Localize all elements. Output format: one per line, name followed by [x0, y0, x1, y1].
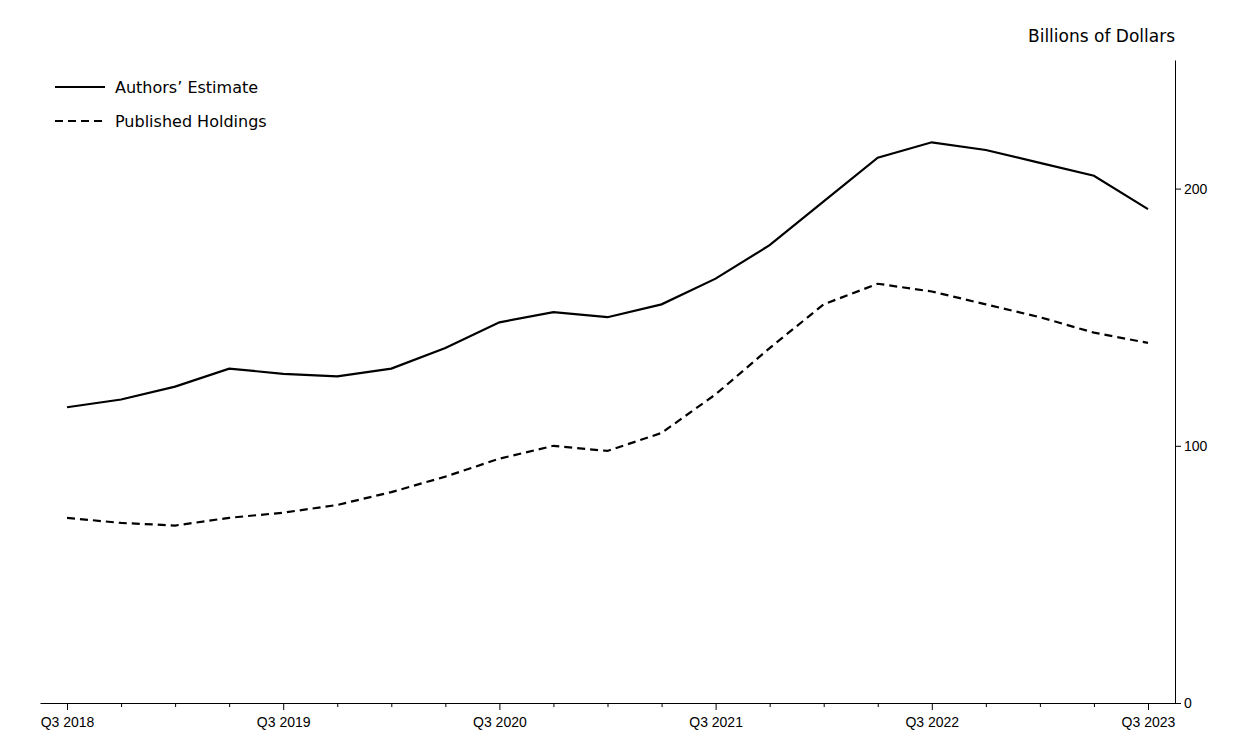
x-tick-mark: [824, 703, 825, 707]
series-line: [67, 284, 1148, 526]
x-tick: [986, 703, 987, 707]
y-tick-mark: [1175, 703, 1181, 704]
x-tick: [1094, 703, 1095, 707]
x-tick: [770, 703, 771, 707]
y-tick: 200: [1175, 181, 1208, 197]
x-tick-mark: [662, 703, 663, 707]
y-axis-line: [1175, 61, 1176, 704]
x-tick-mark: [1148, 703, 1149, 710]
x-tick-label: Q3 2020: [473, 714, 527, 730]
legend-item: Published Holdings: [55, 112, 267, 131]
x-tick-mark: [1040, 703, 1041, 707]
legend-label: Authors’ Estimate: [115, 78, 258, 97]
x-tick-mark: [121, 703, 122, 707]
x-tick-mark: [770, 703, 771, 707]
x-tick-mark: [1094, 703, 1095, 707]
x-tick: [1040, 703, 1041, 707]
x-tick: [553, 703, 554, 707]
y-tick-mark: [1175, 189, 1181, 190]
x-tick: Q3 2020: [473, 703, 527, 730]
y-axis: 0 100 200: [1175, 61, 1208, 711]
x-tick: [337, 703, 338, 707]
plot: Q3 2018 Q3 2019 Q3 2020 Q3 2021 Q3 2022 Q3 20…: [41, 61, 1208, 731]
legend-label: Published Holdings: [115, 112, 267, 131]
y-tick-label: 100: [1184, 438, 1208, 454]
legend-item: Authors’ Estimate: [55, 78, 258, 97]
x-tick: [824, 703, 825, 707]
x-tick-mark: [499, 703, 500, 710]
x-tick-mark: [445, 703, 446, 707]
x-tick: Q3 2023: [1122, 703, 1176, 730]
x-axis: Q3 2018 Q3 2019 Q3 2020 Q3 2021 Q3 2022 Q3 20…: [41, 703, 1176, 730]
legend-swatch: [55, 86, 105, 88]
title: Billions of Dollars: [1028, 26, 1175, 46]
x-tick: Q3 2021: [689, 703, 743, 730]
x-tick-mark: [878, 703, 879, 707]
y-tick: 100: [1175, 438, 1208, 454]
x-tick: [608, 703, 609, 707]
x-tick-mark: [932, 703, 933, 710]
y-tick: 0: [1175, 695, 1192, 711]
x-tick-mark: [67, 703, 68, 710]
x-tick-mark: [175, 703, 176, 707]
x-tick-mark: [229, 703, 230, 707]
y-tick-label: 0: [1184, 695, 1192, 711]
series-line: [67, 142, 1148, 407]
y-tick-mark: [1175, 446, 1181, 447]
x-tick-label: Q3 2023: [1122, 714, 1176, 730]
x-tick: [662, 703, 663, 707]
legend: Authors’ Estimate Published Holdings: [55, 78, 267, 131]
chart: Q3 2018 Q3 2019 Q3 2020 Q3 2021 Q3 2022 Q3 20…: [0, 0, 1255, 753]
x-tick-mark: [337, 703, 338, 707]
lines: [67, 142, 1148, 525]
x-tick: [175, 703, 176, 707]
x-tick: [121, 703, 122, 707]
x-tick-mark: [283, 703, 284, 710]
x-tick: [445, 703, 446, 707]
x-tick: Q3 2022: [905, 703, 959, 730]
x-tick-label: Q3 2019: [257, 714, 311, 730]
x-tick-mark: [986, 703, 987, 707]
x-tick-label: Q3 2022: [905, 714, 959, 730]
x-tick-mark: [716, 703, 717, 710]
y-tick-label: 200: [1184, 181, 1208, 197]
legend-swatch: [55, 120, 105, 122]
x-tick-mark: [608, 703, 609, 707]
x-tick-mark: [391, 703, 392, 707]
x-tick-mark: [553, 703, 554, 707]
x-tick: [229, 703, 230, 707]
x-tick: [878, 703, 879, 707]
x-tick: Q3 2019: [257, 703, 311, 730]
x-tick: [391, 703, 392, 707]
x-tick-label: Q3 2018: [41, 714, 95, 730]
x-tick-label: Q3 2021: [689, 714, 743, 730]
x-tick: Q3 2018: [41, 703, 95, 730]
